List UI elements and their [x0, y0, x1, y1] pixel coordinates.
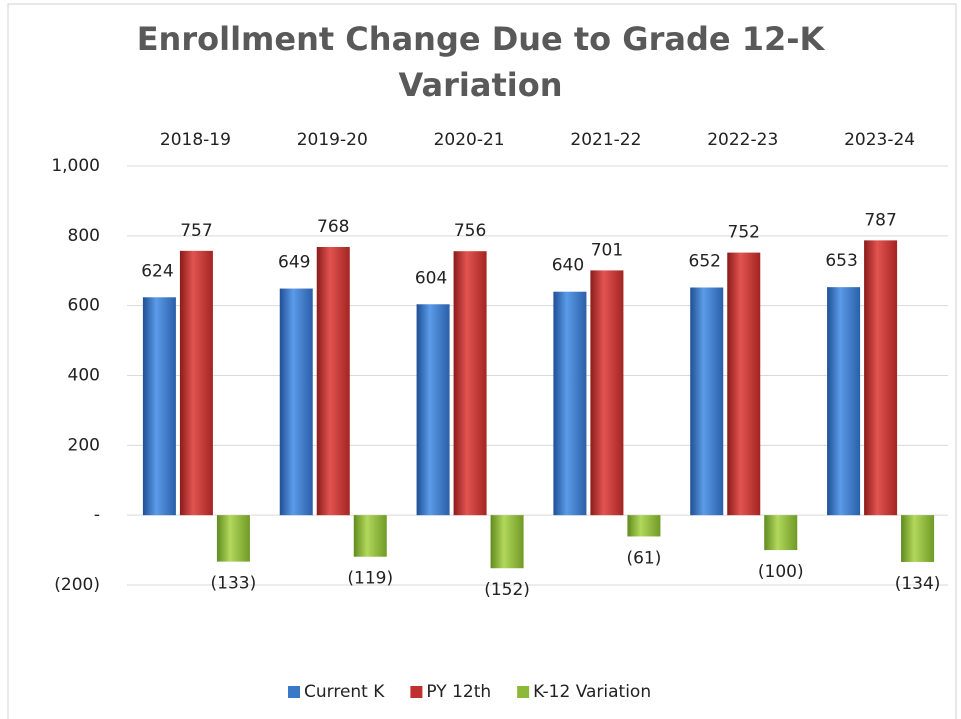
bar [827, 287, 861, 516]
bar [179, 250, 213, 516]
x-tick-label: 2023-24 [844, 130, 915, 150]
bar [416, 304, 450, 516]
data-label: 756 [454, 221, 486, 241]
bar [279, 288, 313, 516]
y-tick-label: (200) [54, 575, 100, 595]
data-label: 652 [689, 252, 721, 272]
data-label: 757 [180, 221, 212, 241]
bar [316, 247, 350, 516]
data-label: (100) [758, 562, 804, 582]
bar [553, 291, 587, 516]
data-label: 653 [825, 251, 857, 271]
bar [627, 515, 661, 537]
bar [353, 515, 387, 557]
data-label: 752 [728, 223, 760, 243]
bar [453, 251, 487, 516]
y-tick-label: 600 [68, 296, 100, 316]
data-label: (133) [211, 574, 257, 594]
legend-swatch [410, 686, 423, 698]
data-label: 649 [278, 253, 310, 273]
bar [864, 240, 898, 516]
legend-label: Current K [304, 682, 385, 702]
y-tick-label: 400 [68, 366, 100, 386]
data-label: 701 [591, 240, 623, 260]
x-tick-label: 2022-23 [707, 130, 778, 150]
bar [490, 515, 524, 569]
bar [690, 287, 724, 516]
bar [590, 270, 624, 516]
data-label: 640 [552, 256, 584, 276]
chart-title: Enrollment Change Due to Grade 12-K Vari… [136, 20, 825, 104]
data-label: 624 [141, 261, 173, 281]
bar [901, 515, 935, 562]
data-label: (152) [484, 580, 530, 600]
y-tick-label: 1,000 [51, 156, 100, 176]
x-tick-label: 2018-19 [160, 130, 231, 150]
y-tick-label: - [94, 505, 100, 525]
x-tick-label: 2020-21 [434, 130, 505, 150]
data-label: (119) [347, 569, 393, 589]
legend-label: K-12 Variation [533, 682, 651, 702]
data-label: 787 [864, 210, 896, 230]
title-box: Enrollment Change Due to Grade 12-K Vari… [0, 16, 961, 108]
y-tick-label: 200 [68, 435, 100, 455]
legend-swatch [517, 686, 530, 698]
legend-swatch [288, 686, 300, 698]
bar [727, 252, 761, 516]
bar [764, 515, 798, 551]
data-label: (134) [895, 574, 941, 594]
legend: Current K PY 12th K-12 Variation [288, 682, 651, 702]
bar [216, 515, 250, 562]
legend-label: PY 12th [426, 682, 491, 702]
bar [142, 297, 176, 516]
x-tick-label: 2021-22 [570, 130, 641, 150]
x-tick-label: 2019-20 [297, 130, 368, 150]
data-label: 768 [317, 217, 349, 237]
data-label: 604 [415, 268, 447, 288]
chart-border [7, 3, 957, 719]
data-label: (61) [626, 548, 661, 568]
y-tick-label: 800 [68, 226, 100, 246]
